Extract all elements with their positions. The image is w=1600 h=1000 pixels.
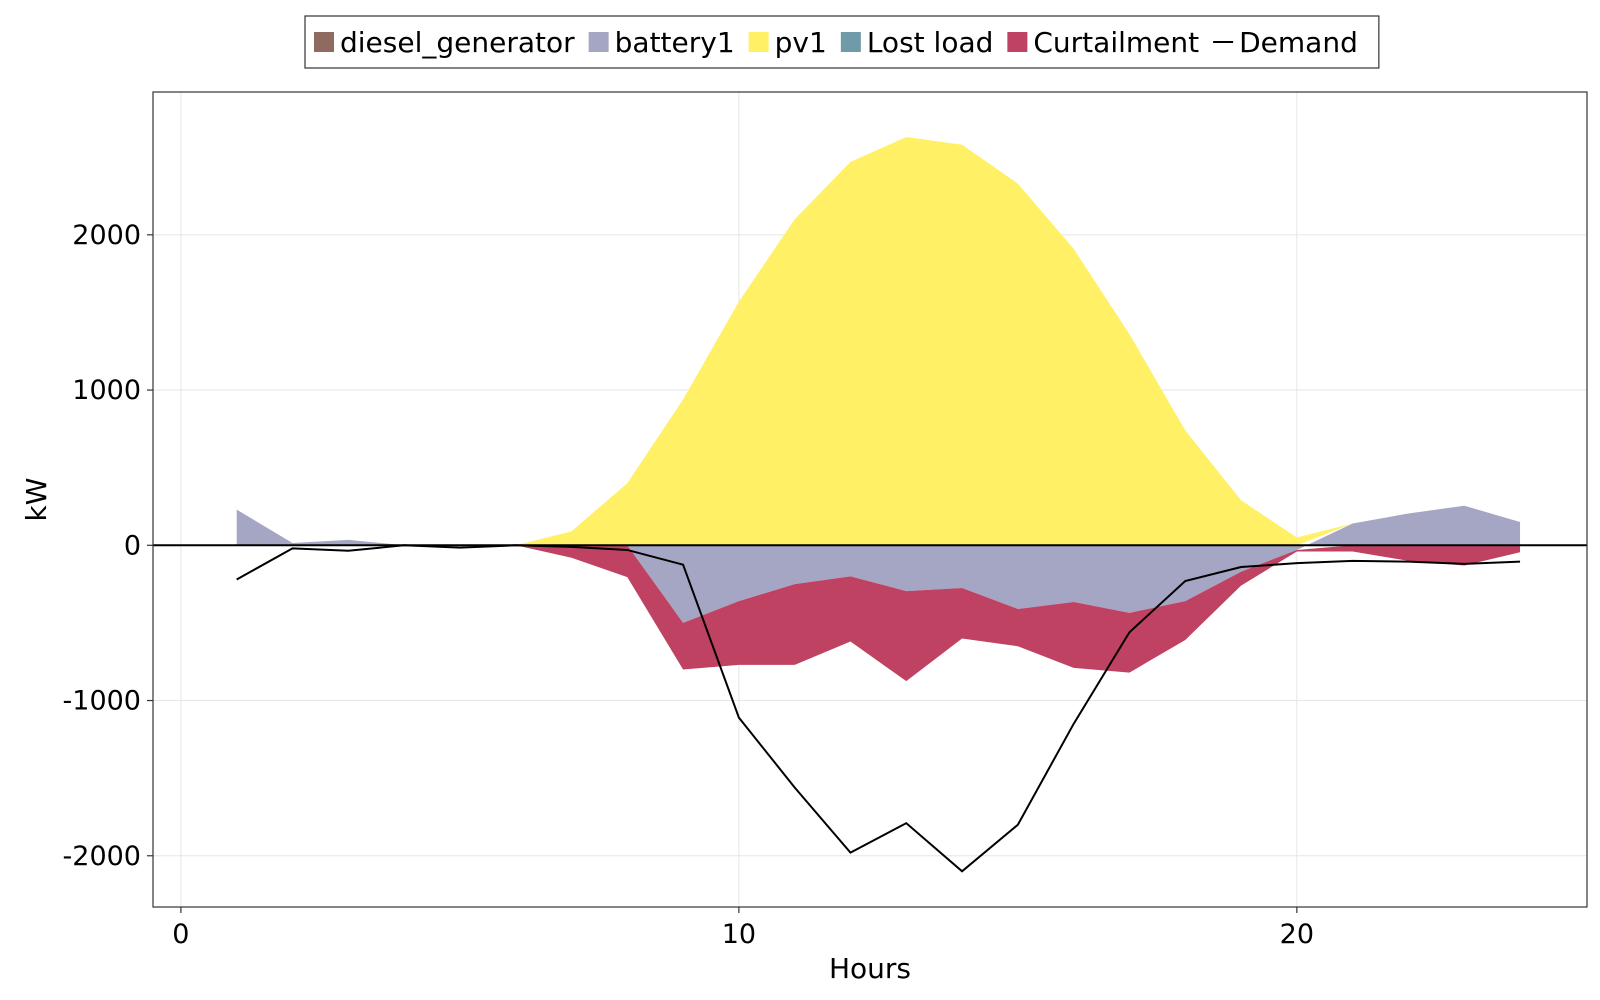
- legend-label-battery1: battery1: [615, 26, 735, 59]
- y-tick-label: 2000: [72, 220, 141, 251]
- line-layer: [236, 544, 1521, 873]
- legend-label-lost-load: Lost load: [867, 26, 994, 59]
- area-battery1: [236, 505, 1521, 623]
- legend-swatch-pv1: [748, 32, 769, 52]
- area-pv1: [236, 137, 1521, 546]
- x-tick-label: 0: [172, 919, 189, 950]
- y-tick-label: 0: [124, 530, 141, 561]
- legend-swatch-lost-load: [840, 32, 861, 52]
- x-tick-label: 20: [1280, 919, 1314, 950]
- line-demand: [236, 544, 1521, 873]
- x-axis-label: Hours: [829, 952, 911, 985]
- plot-frame: [152, 91, 1588, 908]
- y-tick-label: -2000: [63, 841, 141, 872]
- legend-swatch-battery1: [588, 32, 609, 52]
- area-layer: [236, 137, 1521, 682]
- legend: diesel_generator battery1 pv1 Lost load Curt…: [304, 15, 1380, 69]
- legend-label-demand: Demand: [1239, 26, 1358, 59]
- area-curtailment: [236, 509, 1521, 682]
- y-axis-label: kW: [20, 478, 53, 522]
- x-tick-label: 10: [722, 919, 756, 950]
- legend-swatch-curtailment: [1007, 32, 1028, 52]
- y-tick-label: -1000: [63, 686, 141, 717]
- x-axis: 0 10 20: [172, 907, 1314, 950]
- legend-swatch-diesel-generator: [314, 32, 334, 52]
- legend-label-curtailment: Curtailment: [1033, 26, 1199, 59]
- y-tick-label: 1000: [72, 375, 141, 406]
- legend-label-pv1: pv1: [775, 26, 827, 59]
- legend-label-diesel-generator: diesel_generator: [340, 26, 575, 59]
- y-axis: -2000 -1000 0 1000 2000: [63, 220, 153, 872]
